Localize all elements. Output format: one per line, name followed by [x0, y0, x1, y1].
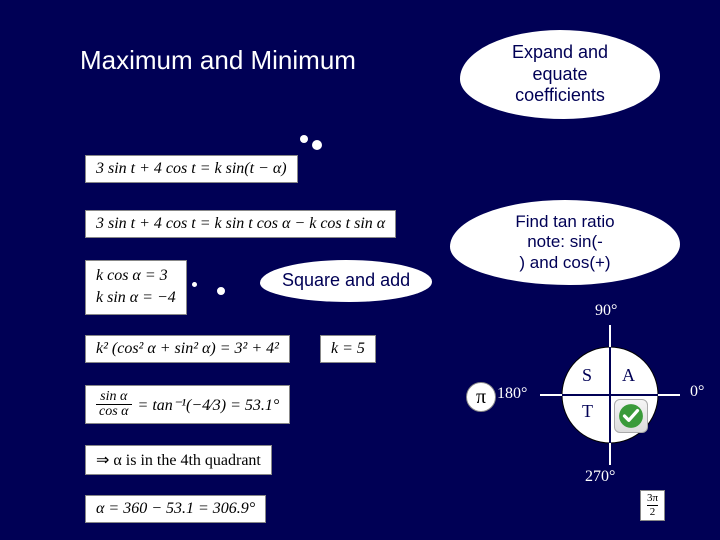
quadrant-circle-icon: [540, 325, 680, 465]
pi-icon: π: [466, 382, 496, 412]
eq-line-4: k² (cos² α + sin² α) = 3² + 4²: [85, 335, 290, 363]
astc-s: S: [582, 365, 592, 386]
bubble-deco: [300, 135, 308, 143]
label-0: 0°: [690, 383, 704, 401]
cloud-square-add: Square and add: [260, 260, 432, 302]
bubble-deco: [190, 280, 199, 289]
eq-line-8: α = 360 − 53.1 = 306.9°: [85, 495, 266, 523]
check-icon: [614, 399, 648, 433]
eq-line-6: sin α cos α = tan⁻¹(−4⁄3) = 53.1°: [85, 385, 290, 424]
astc-t: T: [582, 401, 593, 422]
cloud-tan: Find tan ratio note: sin(- ) and cos(+): [450, 200, 680, 285]
cloud-expand-line1: Expand and: [478, 42, 642, 64]
eq-line-3: k cos α = 3 k sin α = −4: [85, 260, 187, 315]
eq-line-6-rhs: = tan⁻¹(−4⁄3) = 53.1°: [138, 395, 280, 415]
mini-frac-num: 3π: [647, 493, 658, 504]
astc-diagram: S A T: [540, 325, 680, 465]
eq-line-1: 3 sin t + 4 cos t = k sin(t − α): [85, 155, 298, 183]
page-title: Maximum and Minimum: [80, 45, 356, 76]
cloud-expand-line2: equate: [478, 64, 642, 86]
eq-line-2: 3 sin t + 4 cos t = k sin t cos α − k co…: [85, 210, 396, 238]
frac-den: cos α: [96, 404, 132, 419]
bubble-deco: [312, 140, 322, 150]
astc-a: A: [622, 365, 635, 386]
cloud-tan-line3: ) and cos(+): [468, 253, 662, 273]
cloud-square-add-text: Square and add: [282, 270, 410, 290]
eq-line-3a: k cos α = 3: [96, 265, 176, 287]
three-pi-over-two: 3π 2: [640, 490, 665, 521]
cloud-expand: Expand and equate coefficients: [460, 30, 660, 119]
label-90: 90°: [595, 302, 617, 320]
tan-fraction: sin α cos α: [96, 390, 132, 419]
label-270: 270°: [585, 468, 615, 486]
eq-line-7: ⇒ α is in the 4th quadrant: [85, 445, 272, 475]
cloud-tan-line1: Find tan ratio: [468, 212, 662, 232]
eq-line-5: k = 5: [320, 335, 376, 363]
eq-line-3b: k sin α = −4: [96, 287, 176, 309]
cloud-expand-line3: coefficients: [478, 85, 642, 107]
cloud-tan-line2: note: sin(-: [468, 232, 662, 252]
frac-num: sin α: [96, 390, 132, 404]
mini-frac-den: 2: [647, 507, 658, 518]
label-180: 180°: [497, 385, 527, 403]
bubble-deco: [215, 285, 227, 297]
